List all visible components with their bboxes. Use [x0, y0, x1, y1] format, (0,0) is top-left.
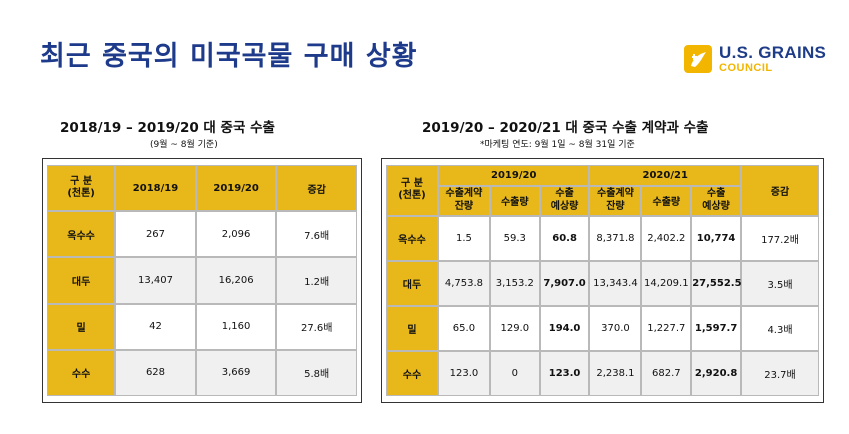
- table-row: 수수 123.0 0 123.0 2,238.1 682.7 2,920.8 2…: [386, 350, 819, 396]
- right-subheader-contract-2: 수출계약 잔량: [589, 185, 642, 216]
- table-cell: 10,774: [691, 215, 741, 261]
- right-header-category-l2: (천톤): [398, 190, 426, 202]
- table-cell: 129.0: [489, 305, 540, 351]
- table-cell: 3.5배: [740, 260, 819, 306]
- table-cell: 2,238.1: [589, 350, 642, 396]
- table-cell: 5.8배: [276, 349, 357, 396]
- table-row: 밀 42 1,160 27.6배: [47, 303, 357, 350]
- row-label: 수수: [386, 350, 438, 396]
- table-cell: 7,907.0: [539, 260, 590, 306]
- logo-line2: COUNCIL: [719, 62, 773, 74]
- right-header-change: 증감: [740, 165, 819, 216]
- table-row: 옥수수 1.5 59.3 60.8 8,371.8 2,402.2 10,774…: [386, 215, 819, 261]
- table-cell: 3,669: [195, 349, 277, 396]
- table-cell: 1.2배: [276, 257, 357, 304]
- row-label: 옥수수: [47, 211, 116, 258]
- right-header-category-l1: 구 분: [401, 177, 423, 189]
- right-table-box: 구 분 (천톤) 2019/20 2020/21 증감 수출계약 잔량 수출량 수…: [381, 158, 824, 403]
- left-header-category-l1: 구 분: [70, 175, 93, 187]
- row-label: 밀: [386, 305, 438, 351]
- row-label: 밀: [47, 303, 116, 350]
- table-cell: 27.6배: [276, 303, 357, 350]
- table-row: 대두 13,407 16,206 1.2배: [47, 257, 357, 304]
- right-subheader-export-2: 수출량: [641, 185, 692, 216]
- table-row: 수수 628 3,669 5.8배: [47, 349, 357, 396]
- table-cell: 1,597.7: [691, 305, 741, 351]
- table-cell: 60.8: [539, 215, 590, 261]
- table-row: 대두 4,753.8 3,153.2 7,907.0 13,343.4 14,2…: [386, 260, 819, 306]
- table-cell: 177.2배: [740, 215, 819, 261]
- right-export-table: 구 분 (천톤) 2019/20 2020/21 증감 수출계약 잔량 수출량 수…: [386, 165, 819, 396]
- table-cell: 2,096: [195, 211, 277, 258]
- row-label: 옥수수: [386, 215, 438, 261]
- table-cell: 42: [115, 303, 196, 350]
- left-header-category: 구 분 (천톤): [47, 165, 116, 212]
- table-cell: 27,552.5: [691, 260, 742, 306]
- table-cell: 123.0: [437, 350, 490, 396]
- left-header-2: 2019/20: [195, 165, 277, 212]
- table-cell: 1,227.7: [641, 305, 692, 351]
- row-label: 수수: [47, 349, 116, 396]
- us-grains-council-logo: U.S. GRAINS COUNCIL: [683, 44, 826, 74]
- table-cell: 4,753.8: [437, 260, 490, 306]
- left-export-table: 구 분 (천톤) 2018/19 2019/20 증감 옥수수 267 2,09…: [47, 165, 357, 396]
- table-cell: 370.0: [589, 305, 642, 351]
- right-subheader-expected-2: 수출 예상량: [691, 185, 741, 216]
- table-cell: 123.0: [539, 350, 590, 396]
- table-cell: 65.0: [437, 305, 490, 351]
- table-cell: 8,371.8: [589, 215, 642, 261]
- left-header-3: 증감: [276, 165, 357, 212]
- table-cell: 194.0: [539, 305, 590, 351]
- left-section-subtitle: (9월 ~ 8월 기준): [150, 140, 218, 150]
- table-cell: 0: [489, 350, 540, 396]
- table-cell: 3,153.2: [489, 260, 540, 306]
- left-header-category-l2: (천톤): [67, 188, 95, 200]
- table-cell: 7.6배: [276, 211, 357, 258]
- right-header-category: 구 분 (천톤): [386, 165, 438, 216]
- right-section-title: 2019/20 – 2020/21 대 중국 수출 계약과 수출: [422, 120, 709, 136]
- grain-logo-icon: [684, 45, 712, 73]
- left-table-box: 구 분 (천톤) 2018/19 2019/20 증감 옥수수 267 2,09…: [42, 158, 362, 403]
- left-header-1: 2018/19: [115, 165, 196, 212]
- table-cell: 13,407: [115, 257, 196, 304]
- logo-line1: U.S. GRAINS: [719, 43, 827, 62]
- table-cell: 23.7배: [740, 350, 819, 396]
- table-cell: 1,160: [195, 303, 277, 350]
- right-group-header-2019-20: 2019/20: [437, 165, 590, 186]
- table-cell: 59.3: [489, 215, 540, 261]
- right-section-subtitle: *마케팅 연도: 9월 1일 ~ 8월 31일 기준: [480, 140, 635, 150]
- table-row: 밀 65.0 129.0 194.0 370.0 1,227.7 1,597.7…: [386, 305, 819, 351]
- table-cell: 628: [115, 349, 196, 396]
- table-cell: 4.3배: [740, 305, 819, 351]
- table-cell: 2,402.2: [641, 215, 692, 261]
- right-subheader-contract-1: 수출계약 잔량: [437, 185, 490, 216]
- page-title: 최근 중국의 미국곡물 구매 상황: [40, 41, 418, 72]
- right-group-header-2020-21: 2020/21: [589, 165, 741, 186]
- table-cell: 2,920.8: [691, 350, 741, 396]
- table-cell: 682.7: [641, 350, 692, 396]
- table-cell: 16,206: [195, 257, 277, 304]
- right-subheader-export-1: 수출량: [489, 185, 540, 216]
- row-label: 대두: [386, 260, 438, 306]
- table-cell: 14,209.1: [641, 260, 692, 306]
- table-row: 옥수수 267 2,096 7.6배: [47, 211, 357, 258]
- table-cell: 1.5: [437, 215, 490, 261]
- left-section-title: 2018/19 – 2019/20 대 중국 수출: [60, 120, 275, 136]
- right-subheader-expected-1: 수출 예상량: [539, 185, 590, 216]
- row-label: 대두: [47, 257, 116, 304]
- table-cell: 267: [115, 211, 196, 258]
- table-cell: 13,343.4: [589, 260, 642, 306]
